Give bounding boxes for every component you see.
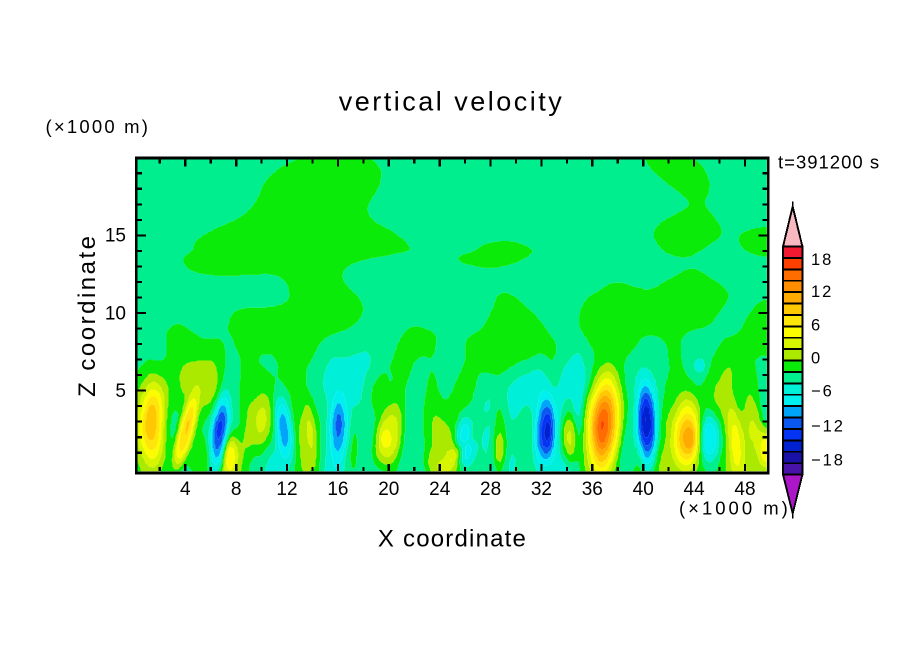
svg-text:44: 44: [684, 479, 706, 500]
svg-text:24: 24: [429, 479, 451, 500]
svg-text:−12: −12: [811, 418, 845, 436]
svg-text:40: 40: [633, 479, 654, 500]
svg-text:t=391200 s: t=391200 s: [778, 152, 880, 173]
svg-text:36: 36: [582, 479, 603, 500]
svg-text:−6: −6: [811, 382, 834, 400]
svg-text:12: 12: [811, 283, 833, 301]
svg-text:Z coordinate: Z coordinate: [74, 233, 101, 396]
svg-text:(×1000 m): (×1000 m): [46, 116, 151, 137]
svg-text:28: 28: [480, 479, 501, 500]
svg-text:0: 0: [811, 349, 822, 367]
svg-text:10: 10: [105, 303, 126, 324]
svg-text:6: 6: [811, 316, 822, 334]
svg-text:4: 4: [180, 479, 191, 500]
svg-text:48: 48: [734, 479, 755, 500]
svg-text:20: 20: [378, 479, 399, 500]
svg-text:(×1000 m): (×1000 m): [679, 498, 791, 519]
svg-text:12: 12: [276, 479, 297, 500]
svg-text:5: 5: [115, 381, 126, 402]
svg-text:8: 8: [231, 479, 242, 500]
svg-text:16: 16: [327, 479, 348, 500]
svg-text:−18: −18: [811, 451, 845, 469]
svg-text:vertical velocity: vertical velocity: [339, 87, 565, 117]
svg-text:15: 15: [105, 226, 126, 247]
svg-text:18: 18: [811, 251, 833, 269]
svg-text:32: 32: [531, 479, 552, 500]
svg-text:X coordinate: X coordinate: [378, 526, 527, 553]
